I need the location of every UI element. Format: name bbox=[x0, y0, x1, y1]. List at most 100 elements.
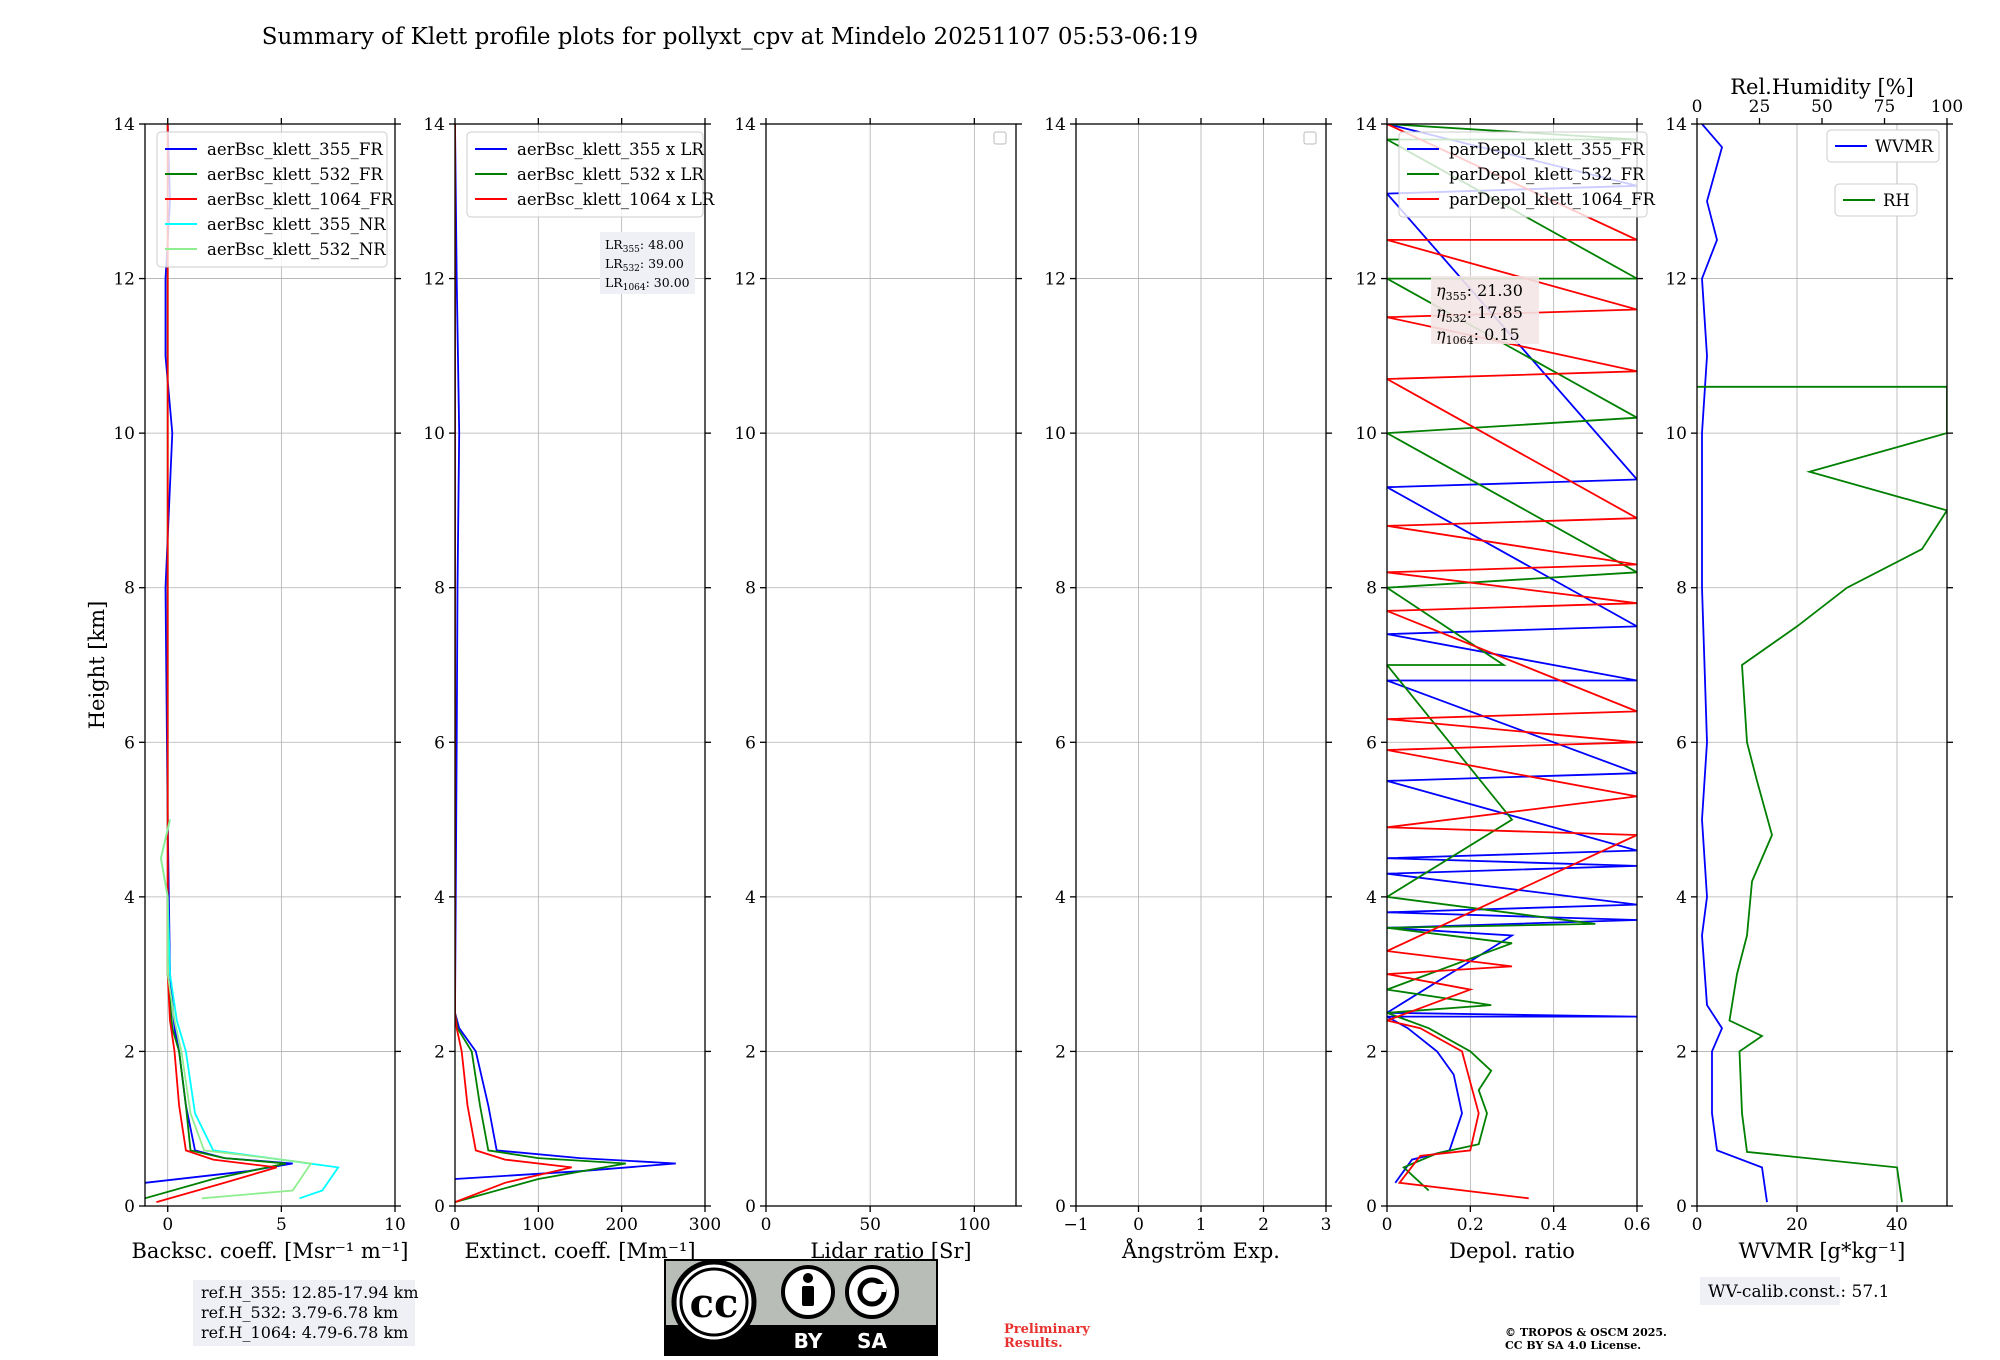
preliminary-label: Preliminary bbox=[1004, 1322, 1090, 1337]
x-tick-label: −1 bbox=[1063, 1215, 1088, 1235]
y-tick-label: 10 bbox=[1355, 424, 1377, 444]
x-tick-label: 1 bbox=[1196, 1215, 1207, 1235]
y-tick-label: 8 bbox=[1055, 579, 1066, 599]
x2-tick-label: 0 bbox=[1692, 97, 1703, 117]
y-tick-label: 0 bbox=[1055, 1197, 1066, 1217]
x-tick-label: 0.4 bbox=[1540, 1215, 1567, 1235]
x-tick-label: 5 bbox=[276, 1215, 287, 1235]
y-tick-label: 12 bbox=[1355, 270, 1377, 290]
x-tick-label: 0 bbox=[1692, 1215, 1703, 1235]
y-tick-label: 14 bbox=[1665, 115, 1687, 135]
empty-legend bbox=[993, 131, 1007, 145]
y-tick-label: 8 bbox=[745, 579, 756, 599]
series-aerBsc_klett_355 x LR bbox=[455, 124, 676, 1180]
legend-label: aerBsc_klett_1064_FR bbox=[207, 190, 394, 209]
legend-label: aerBsc_klett_355_NR bbox=[207, 215, 386, 234]
legend-box bbox=[156, 131, 388, 268]
y-tick-label: 2 bbox=[434, 1042, 445, 1062]
x2-tick-label: 75 bbox=[1874, 97, 1896, 117]
y-tick-label: 14 bbox=[1355, 115, 1377, 135]
legend-label: aerBsc_klett_355_FR bbox=[207, 140, 383, 159]
x-tick-label: 300 bbox=[689, 1215, 721, 1235]
copyright-line-2: CC BY SA 4.0 License. bbox=[1505, 1339, 1641, 1352]
y-tick-label: 8 bbox=[124, 579, 135, 599]
x-axis-label: Backsc. coeff. [Msr⁻¹ m⁻¹] bbox=[132, 1239, 409, 1263]
legend-label: aerBsc_klett_532_FR bbox=[207, 165, 383, 184]
ref-height-1064: ref.H_1064: 4.79-6.78 km bbox=[201, 1323, 408, 1342]
axes-frame bbox=[1386, 123, 1638, 1207]
x-axis-label: Ångström Exp. bbox=[1121, 1238, 1280, 1263]
y-tick-label: 6 bbox=[1676, 733, 1687, 753]
x2-tick-label: 100 bbox=[1931, 97, 1963, 117]
y-tick-label: 2 bbox=[745, 1042, 756, 1062]
x-tick-label: 10 bbox=[384, 1215, 406, 1235]
cc-license-badge[interactable]: cc BY SA bbox=[664, 1259, 938, 1356]
y-tick-label: 12 bbox=[113, 270, 135, 290]
x-tick-label: 100 bbox=[522, 1215, 554, 1235]
y-tick-label: 2 bbox=[1676, 1042, 1687, 1062]
wv-calib-box bbox=[1700, 1277, 1840, 1305]
ref-height-532: ref.H_532: 3.79-6.78 km bbox=[201, 1303, 398, 1322]
legend-box-wvmr bbox=[1826, 129, 1940, 163]
y-tick-label: 14 bbox=[113, 115, 135, 135]
axes-frame bbox=[765, 123, 1017, 1207]
license-sa: SA bbox=[857, 1329, 887, 1353]
y-tick-label: 0 bbox=[1366, 1197, 1377, 1217]
wv-calib-label: WV-calib.const.: 57.1 bbox=[1708, 1282, 1889, 1302]
x2-tick-label: 50 bbox=[1811, 97, 1833, 117]
series-group bbox=[1387, 124, 1637, 1200]
y-tick-label: 14 bbox=[423, 115, 445, 135]
series-aerBsc_klett_1064 x LR bbox=[455, 124, 572, 1203]
x-axis-label: Depol. ratio bbox=[1449, 1239, 1575, 1263]
axes-frame bbox=[1696, 123, 1948, 1207]
x-tick-label: 20 bbox=[1786, 1215, 1808, 1235]
series-aerBsc_klett_532_NR bbox=[159, 819, 313, 1200]
x-axis-label: WVMR [g*kg⁻¹] bbox=[1739, 1239, 1906, 1263]
series-group bbox=[455, 124, 676, 1203]
y-tick-label: 8 bbox=[1676, 579, 1687, 599]
y-tick-label: 6 bbox=[434, 733, 445, 753]
legend-label: parDepol_klett_355_FR bbox=[1449, 140, 1645, 159]
series-group bbox=[145, 124, 340, 1203]
axes-frame bbox=[144, 123, 396, 1207]
legend-label: aerBsc_klett_1064 x LR bbox=[517, 190, 715, 209]
x2-tick-label: 25 bbox=[1749, 97, 1771, 117]
y-tick-label: 10 bbox=[1044, 424, 1066, 444]
legend-box bbox=[1398, 131, 1648, 218]
y-tick-label: 12 bbox=[423, 270, 445, 290]
x-tick-label: 2 bbox=[1258, 1215, 1269, 1235]
x-tick-label: 0 bbox=[1133, 1215, 1144, 1235]
eta-annotation-box bbox=[1431, 276, 1539, 344]
legend-label: WVMR bbox=[1875, 137, 1934, 156]
y-tick-label: 4 bbox=[1676, 888, 1687, 908]
y-tick-label: 4 bbox=[1055, 888, 1066, 908]
legend-box-rh bbox=[1834, 183, 1918, 217]
y-tick-label: 4 bbox=[745, 888, 756, 908]
legend-label: aerBsc_klett_355 x LR bbox=[517, 140, 704, 159]
y-axis-label: Height [km] bbox=[85, 601, 109, 730]
y-tick-label: 6 bbox=[124, 733, 135, 753]
y-tick-label: 12 bbox=[1665, 270, 1687, 290]
eta-annotation-355: η355: 21.30 bbox=[1436, 281, 1523, 303]
y-tick-label: 4 bbox=[434, 888, 445, 908]
series-aerBsc_klett_1064_FR bbox=[156, 124, 278, 1203]
series-aerBsc_klett_532_FR bbox=[145, 124, 287, 1200]
y-tick-label: 10 bbox=[423, 424, 445, 444]
y-tick-label: 6 bbox=[1055, 733, 1066, 753]
x-tick-label: 0 bbox=[450, 1215, 461, 1235]
preliminary-label-2: Results. bbox=[1004, 1336, 1063, 1351]
x-tick-label: 0 bbox=[761, 1215, 772, 1235]
y-tick-label: 0 bbox=[745, 1197, 756, 1217]
x2-axis-label: Rel.Humidity [%] bbox=[1730, 75, 1914, 99]
y-tick-label: 10 bbox=[1665, 424, 1687, 444]
x-tick-label: 200 bbox=[605, 1215, 637, 1235]
y-tick-label: 12 bbox=[734, 270, 756, 290]
y-tick-label: 14 bbox=[734, 115, 756, 135]
x-tick-label: 40 bbox=[1886, 1215, 1908, 1235]
lr-annotation-532: LR532: 39.00 bbox=[605, 256, 684, 274]
y-tick-label: 4 bbox=[124, 888, 135, 908]
series-WVMR bbox=[1701, 124, 1768, 1203]
y-tick-label: 2 bbox=[124, 1042, 135, 1062]
